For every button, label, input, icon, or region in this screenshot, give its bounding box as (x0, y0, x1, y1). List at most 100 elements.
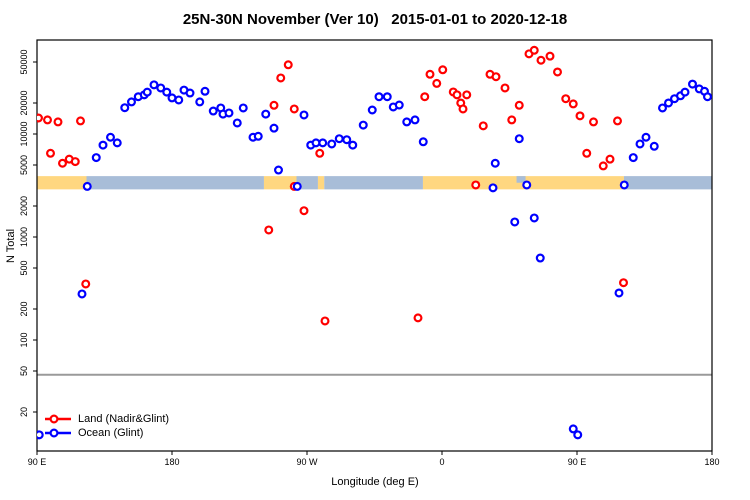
data-point-ocean (195, 97, 205, 107)
x-tick-label: 180 (704, 457, 719, 467)
y-tick-label: 100 (19, 332, 29, 347)
data-point-land (561, 94, 571, 104)
data-point-land (471, 180, 481, 190)
data-point-land (507, 115, 517, 125)
data-point-ocean (327, 139, 337, 149)
y-tick-label: 2000 (19, 196, 29, 216)
y-tick-label: 20000 (19, 90, 29, 115)
legend-item-ocean: Ocean (Glint) (44, 426, 169, 440)
data-point-ocean (614, 288, 624, 298)
data-point-ocean (680, 87, 690, 97)
coast-band-segment-ocean (86, 176, 264, 190)
data-point-ocean (156, 83, 166, 93)
data-point-ocean (299, 110, 309, 120)
data-point-land (568, 99, 578, 109)
data-point-ocean (232, 118, 242, 128)
data-point-land (552, 67, 562, 77)
y-tick-label: 50000 (19, 49, 29, 74)
data-point-ocean (529, 213, 539, 223)
data-point-land (598, 161, 608, 171)
x-tick-label: 90 W (296, 457, 318, 467)
plot-border (36, 39, 713, 452)
coast-band-segment-ocean (324, 176, 423, 190)
x-tick-label: 90 E (28, 457, 47, 467)
data-point-ocean (149, 80, 159, 90)
data-point-land (413, 313, 423, 323)
data-point-land (500, 83, 510, 93)
data-point-land (75, 116, 85, 126)
data-point-land (529, 45, 539, 55)
data-point-land (276, 73, 286, 83)
data-point-land (575, 111, 585, 121)
coast-band-segment-land (263, 176, 297, 190)
legend-label-ocean: Ocean (Glint) (78, 427, 144, 439)
data-point-land (315, 148, 325, 158)
data-point-ocean (635, 139, 645, 149)
data-point-ocean (619, 180, 629, 190)
data-point-land (81, 279, 91, 289)
legend-item-land: Land (Nadir&Glint) (44, 412, 169, 426)
legend-marker-land-icon (45, 414, 71, 424)
data-point-ocean (253, 131, 263, 141)
data-point-ocean (105, 132, 115, 142)
data-point-land (588, 117, 598, 127)
data-point-land (420, 92, 430, 102)
y-tick-label: 1000 (19, 227, 29, 247)
y-tick-label: 200 (19, 301, 29, 316)
coast-band-segment-ocean (623, 176, 712, 190)
data-point-ocean (418, 137, 428, 147)
data-point-ocean (488, 183, 498, 193)
data-point-ocean (200, 86, 210, 96)
data-point-ocean (663, 98, 673, 108)
data-point-ocean (374, 92, 384, 102)
data-point-ocean (269, 123, 279, 133)
data-point-land (289, 104, 299, 114)
data-point-ocean (358, 120, 368, 130)
data-point-ocean (573, 430, 583, 440)
data-point-ocean (208, 106, 218, 116)
data-point-land (53, 117, 63, 127)
data-point-land (45, 148, 55, 158)
coast-band-segment-ocean (296, 176, 318, 190)
data-point-ocean (120, 103, 130, 113)
data-point-ocean (318, 138, 328, 148)
data-point-land (269, 100, 279, 110)
data-point-land (320, 316, 330, 326)
data-point-land (536, 55, 546, 65)
data-point-ocean (292, 181, 302, 191)
data-point-land (299, 206, 309, 216)
data-point-ocean (382, 92, 392, 102)
data-point-ocean (142, 87, 152, 97)
data-point-ocean (174, 95, 184, 105)
data-point-ocean (91, 153, 101, 163)
data-point-land (478, 121, 488, 131)
coast-band-segment-land (317, 176, 325, 190)
x-axis-label: Longitude (deg E) (331, 476, 419, 488)
data-point-ocean (98, 140, 108, 150)
x-tick-label: 180 (164, 457, 179, 467)
x-tick-label: 90 E (568, 457, 587, 467)
data-point-ocean (367, 105, 377, 115)
coast-band (37, 176, 712, 190)
data-point-ocean (77, 289, 87, 299)
data-point-land (42, 115, 52, 125)
data-point-land (452, 90, 462, 100)
data-point-land (37, 113, 43, 123)
data-point-ocean (649, 141, 659, 151)
y-tick-label: 50 (19, 366, 29, 376)
data-point-ocean (162, 87, 172, 97)
coast-band-fleck (516, 176, 526, 183)
chart-title: 25N-30N November (Ver 10) 2015-01-01 to … (182, 11, 568, 28)
data-point-land (491, 72, 501, 82)
data-point-land (462, 90, 472, 100)
data-point-ocean (535, 253, 545, 263)
data-point-ocean (394, 100, 404, 110)
data-point-ocean (657, 103, 667, 113)
data-point-land (612, 116, 622, 126)
data-point-ocean (687, 79, 697, 89)
data-point-land (618, 278, 628, 288)
data-point-land (605, 154, 615, 164)
data-point-ocean (348, 140, 358, 150)
data-point-land (70, 157, 80, 167)
